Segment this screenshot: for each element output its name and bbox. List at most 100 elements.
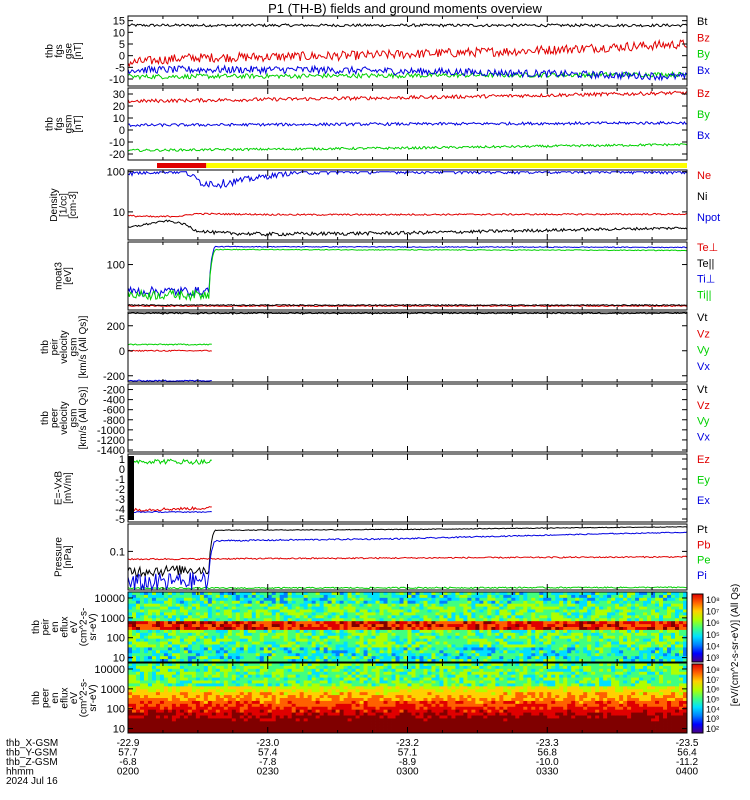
spectrogram-cell <box>139 668 145 673</box>
spectrogram-cell <box>419 606 424 610</box>
spectrogram-cell <box>139 618 145 622</box>
spectrogram-cell <box>671 629 676 634</box>
spectrogram-cell <box>651 650 656 654</box>
spectrogram-cell <box>163 606 169 610</box>
spectrogram-cell <box>399 656 404 660</box>
spectrogram-cell <box>595 606 600 610</box>
spectrogram-cell <box>235 724 241 728</box>
spectrogram-cell <box>251 727 257 731</box>
spectrogram-cell <box>551 624 556 628</box>
spectrogram-cell <box>128 615 133 619</box>
spectrogram-cell <box>615 656 620 660</box>
spectrogram-cell <box>375 606 380 610</box>
spectrogram-cell <box>283 698 289 702</box>
spectrogram-cell <box>331 624 337 628</box>
spectrogram-cell <box>159 609 165 613</box>
spectrogram-cell <box>435 659 440 663</box>
spectrogram-cell <box>147 674 153 678</box>
spectrogram-cell <box>631 592 636 596</box>
spectrogram-cell <box>151 712 157 716</box>
spectrogram-cell <box>243 730 249 734</box>
spectrogram-cell <box>259 594 265 599</box>
spectrogram-cell <box>619 629 624 634</box>
spectrogram-cell <box>131 615 137 619</box>
spectrogram-cell <box>223 621 229 625</box>
spectrogram-cell <box>555 632 560 637</box>
spectrogram-cell <box>379 612 384 616</box>
spectrogram-cell <box>619 618 624 622</box>
spectrogram-cell <box>411 612 416 616</box>
spectrogram-cell <box>151 618 157 622</box>
spectrogram-cell <box>219 721 225 725</box>
spectrogram-cell <box>135 721 141 725</box>
spectrogram-cell <box>679 606 684 610</box>
spectrogram-cell <box>299 635 305 640</box>
spectrogram-cell <box>483 621 488 625</box>
spectrogram-cell <box>415 641 420 645</box>
spectrogram-cell <box>283 603 289 607</box>
spectrogram-cell <box>635 644 640 648</box>
spectrogram-cell <box>667 606 672 610</box>
spectrogram-cell <box>343 644 348 648</box>
spectrogram-cell <box>627 644 632 648</box>
spectrogram-cell <box>455 594 460 599</box>
spectrogram-cell <box>659 621 664 625</box>
spectrogram-cell <box>219 715 225 719</box>
spectrogram-cell <box>307 600 313 605</box>
spectrogram-cell <box>507 647 512 651</box>
spectrogram-cell <box>187 597 193 602</box>
spectrogram-cell <box>299 680 305 684</box>
spectrogram-cell <box>323 629 329 634</box>
spectrogram-cell <box>663 618 668 622</box>
spectrogram-cell <box>631 603 636 607</box>
spectrogram-cell <box>203 724 209 728</box>
spectrogram-cell <box>547 653 552 657</box>
spectrogram-cell <box>463 592 468 596</box>
spectrogram-cell <box>367 644 372 648</box>
spectrogram-cell <box>667 656 672 660</box>
spectrogram-cell <box>575 650 580 654</box>
spectrogram-cell <box>219 689 225 693</box>
spectrogram-cell <box>535 644 540 648</box>
spectrogram-cell <box>191 644 197 648</box>
spectrogram-cell <box>563 624 568 628</box>
spectrogram-cell <box>487 644 492 648</box>
spectrogram-cell <box>623 603 628 607</box>
spectrogram-cell <box>447 659 452 663</box>
spectrogram-cell <box>367 597 372 602</box>
spectrogram-cell <box>599 627 604 631</box>
spectrogram-cell <box>255 680 261 684</box>
spectrogram-cell <box>663 659 668 663</box>
spectrogram-cell <box>455 659 460 663</box>
spectrogram-cell <box>411 656 416 660</box>
spectrogram-cell <box>679 656 684 660</box>
spectrogram-cell <box>507 612 512 616</box>
spectrogram-cell <box>567 659 572 663</box>
spectrogram-cell <box>251 621 257 625</box>
spectrogram-cell <box>451 635 456 640</box>
spectrogram-cell <box>651 659 656 663</box>
spectrogram-cell <box>183 592 189 596</box>
spectrogram-cell <box>207 671 213 676</box>
spectrogram-cell <box>679 624 684 628</box>
spectrogram-cell <box>587 603 592 607</box>
spectrogram-cell <box>475 653 480 657</box>
spectrogram-cell <box>679 615 684 619</box>
spectrogram-cell <box>327 638 333 642</box>
spectrogram-cell <box>451 603 456 607</box>
spectrogram-cell <box>223 668 229 673</box>
spectrogram-cell <box>219 615 225 619</box>
spectrogram-cell <box>251 698 257 702</box>
spectrogram-cell <box>499 600 504 605</box>
spectrogram-cell <box>267 686 273 690</box>
spectrogram-cell <box>175 609 181 613</box>
spectrogram-cell <box>203 629 209 634</box>
spectrogram-cell <box>555 647 560 651</box>
spectrogram-cell <box>627 638 632 642</box>
spectrogram-cell <box>187 700 193 705</box>
spectrogram-cell <box>439 659 444 663</box>
legend-item: Vz <box>697 328 710 340</box>
spectrogram-cell <box>567 641 572 645</box>
